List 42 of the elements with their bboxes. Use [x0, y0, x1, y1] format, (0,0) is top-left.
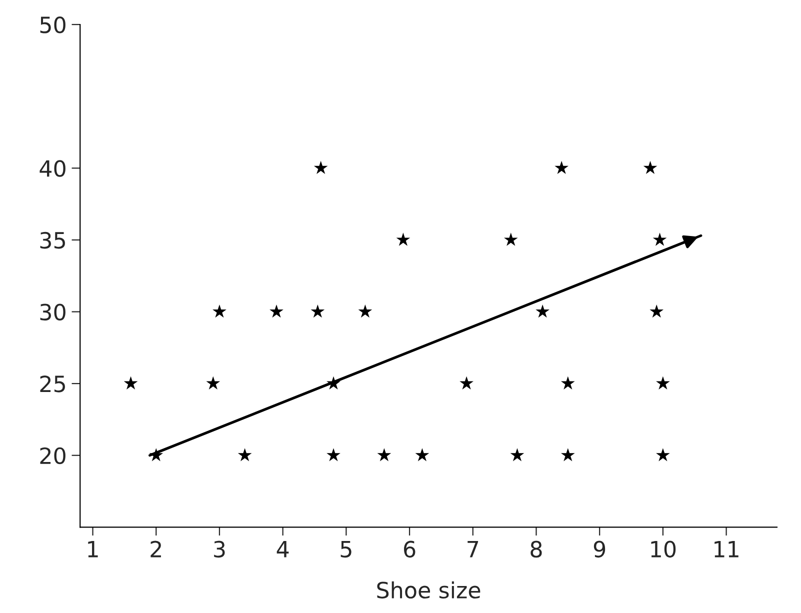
point	[270, 304, 284, 318]
x-tick-label: 11	[714, 541, 738, 558]
y-tick-label: 35	[40, 232, 65, 249]
y-tick-label: 30	[40, 304, 66, 321]
point	[206, 376, 220, 390]
point	[650, 304, 664, 318]
point	[643, 160, 658, 174]
point	[504, 232, 518, 246]
x-tick-label: 7	[468, 541, 478, 558]
x-tick-label: 4	[276, 541, 289, 558]
x-tick-label: 1	[88, 541, 98, 558]
point	[460, 376, 474, 390]
point	[238, 448, 252, 462]
point	[510, 448, 524, 462]
x-axis-title: Shoe size	[377, 581, 480, 599]
point	[656, 376, 670, 390]
x-tick-label: 5	[340, 541, 352, 558]
y-tick-label: 40	[40, 160, 66, 177]
point	[377, 448, 392, 462]
point	[358, 304, 372, 318]
point	[310, 304, 325, 318]
x-tick-label: 3	[214, 540, 225, 558]
x-tick-label: 6	[404, 540, 416, 558]
y-tick-label: 25	[40, 376, 65, 392]
point	[314, 160, 328, 174]
point	[415, 448, 430, 462]
point	[536, 304, 550, 318]
y-tick-label: 20	[40, 447, 66, 464]
point	[124, 376, 138, 390]
x-tick-label: 2	[150, 540, 161, 558]
x-tick-label: 10	[651, 540, 676, 558]
x-tick-label: 8	[530, 540, 542, 558]
point	[656, 448, 670, 462]
y-tick-label: 50	[40, 16, 66, 34]
point	[554, 160, 568, 174]
point	[560, 376, 575, 390]
point	[326, 448, 340, 462]
x-tick-label: 9	[594, 540, 606, 558]
point	[396, 232, 410, 246]
point	[212, 304, 226, 318]
point	[560, 448, 575, 462]
point	[652, 232, 667, 246]
